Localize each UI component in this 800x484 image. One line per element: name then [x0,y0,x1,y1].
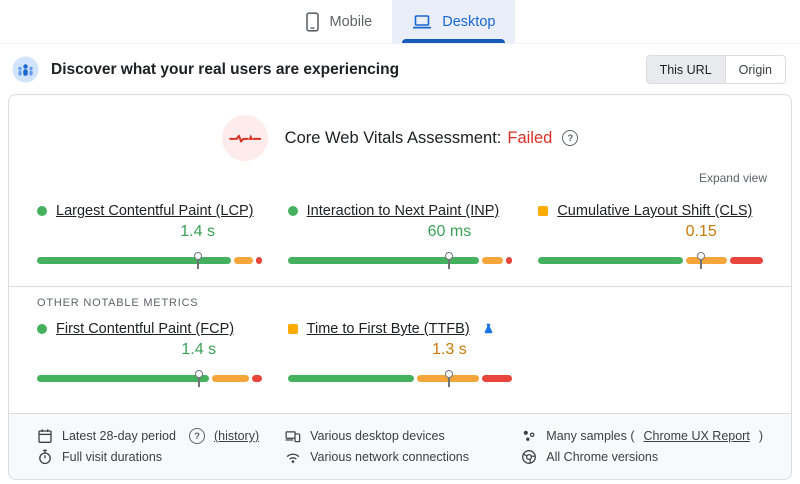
devices-icon [285,431,301,443]
core-metrics-row: Largest Contentful Paint (LCP) 1.4 s Int… [9,187,791,271]
mobile-phone-icon [305,11,319,32]
distribution-bar [37,257,262,264]
heartbeat-icon [221,115,268,161]
metric-fcp: First Contentful Paint (FCP) 1.4 s [37,321,262,389]
metric-link-fcp[interactable]: First Contentful Paint (FCP) [56,321,235,337]
distribution-bar [37,375,262,382]
help-icon[interactable] [188,428,205,444]
samples-icon [523,430,535,441]
distribution-bar [287,375,513,382]
metric-value: 1.4 s [180,223,215,240]
metric-distribution-chart: 0.15 [538,221,763,271]
collection-period-item: Latest 28-day period (history) [37,428,259,444]
p75-marker-pin [195,370,203,387]
footer-col-collection: Latest 28-day period (history) Full visi… [37,423,259,470]
other-metrics-row: First Contentful Paint (FCP) 1.4 s Time … [9,309,791,389]
tab-mobile[interactable]: Mobile [285,0,393,43]
p75-marker-pin [445,252,453,269]
other-metrics-heading: OTHER NOTABLE METRICS [37,297,199,309]
metric-link-lcp[interactable]: Largest Contentful Paint (LCP) [56,203,254,219]
visit-durations-text: Full visit durations [62,450,163,464]
cwv-assessment-label: Core Web Vitals Assessment: [284,128,502,147]
collection-period-text: Latest 28-day period [62,429,176,443]
p75-marker-pin [697,252,705,269]
wifi-icon [286,453,300,463]
active-tab-underline [402,39,506,43]
footer-col-samples: Many samples ( Chrome UX Report) All Chro… [521,423,763,470]
chrome-icon [522,450,537,464]
metric-status-square [538,206,549,216]
distribution-bar [538,257,763,264]
help-icon[interactable] [562,130,579,146]
metric-link-cls[interactable]: Cumulative Layout Shift (CLS) [557,203,753,219]
tab-mobile-label: Mobile [329,13,373,30]
metric-ttfb: Time to First Byte (TTFB) 1.3 s [287,321,513,389]
metric-status-dot [37,324,47,334]
samples-item: Many samples ( Chrome UX Report) [521,428,763,444]
stopwatch-icon [39,449,51,465]
metric-distribution-chart: 1.4 s [37,221,262,271]
metric-value: 1.3 s [432,341,467,358]
metric-status-square [287,324,298,334]
network-item: Various network connections [285,449,495,465]
visit-durations-item: Full visit durations [37,449,259,465]
scope-toggle: This URL Origin [645,55,786,84]
tab-desktop[interactable]: Desktop [392,0,516,43]
scope-origin-button[interactable]: Origin [724,56,785,83]
metric-distribution-chart: 1.4 s [37,339,262,389]
chrome-versions-text: All Chrome versions [546,450,659,464]
metric-status-dot [287,206,298,216]
footer-col-devices: Various desktop devices Various network … [285,423,495,470]
data-source-footer: Latest 28-day period (history) Full visi… [9,413,791,479]
experimental-flask-icon[interactable] [482,322,495,336]
metric-link-ttfb[interactable]: Time to First Byte (TTFB) [306,321,470,337]
metric-cls: Cumulative Layout Shift (CLS) 0.15 [538,203,763,271]
distribution-bar [287,257,513,264]
cwv-assessment-status: Failed [507,128,553,147]
metric-distribution-chart: 60 ms [287,221,513,271]
desktop-laptop-icon [413,14,432,29]
metric-link-inp[interactable]: Interaction to Next Paint (INP) [306,203,500,219]
metric-inp: Interaction to Next Paint (INP) 60 ms [287,203,513,271]
metric-status-dot [37,206,47,216]
cwv-assessment-title: Core Web Vitals Assessment: Failed [285,129,579,148]
expand-view-row: Expand view [9,161,791,187]
p75-marker-pin [445,370,453,387]
device-tabstrip: Mobile Desktop [0,0,800,44]
metric-distribution-chart: 1.3 s [287,339,513,389]
devices-text: Various desktop devices [310,429,445,443]
crux-report-link[interactable]: Chrome UX Report [643,429,750,443]
section-divider [9,286,791,287]
samples-text-suffix: ) [758,429,763,443]
chrome-versions-item: All Chrome versions [521,449,763,465]
metric-lcp: Largest Contentful Paint (LCP) 1.4 s [37,203,262,271]
cwv-assessment-header: Core Web Vitals Assessment: Failed [9,95,791,161]
expand-view-button[interactable]: Expand view [698,171,767,185]
metric-value: 60 ms [427,223,472,240]
scope-this-url-button[interactable]: This URL [646,56,725,83]
field-data-header: Discover what your real users are experi… [0,44,800,94]
calendar-icon [38,429,52,443]
tab-desktop-label: Desktop [442,13,496,30]
metric-value: 1.4 s [181,341,217,358]
network-text: Various network connections [310,450,470,464]
history-link[interactable]: (history) [213,429,260,443]
devices-item: Various desktop devices [285,428,495,444]
field-data-card: Core Web Vitals Assessment: Failed Expan… [8,94,792,480]
real-users-icon [12,56,39,83]
samples-text: Many samples ( [546,429,635,443]
p75-marker-pin [194,252,202,269]
metric-value: 0.15 [685,223,717,240]
page-title: Discover what your real users are experi… [51,60,400,78]
